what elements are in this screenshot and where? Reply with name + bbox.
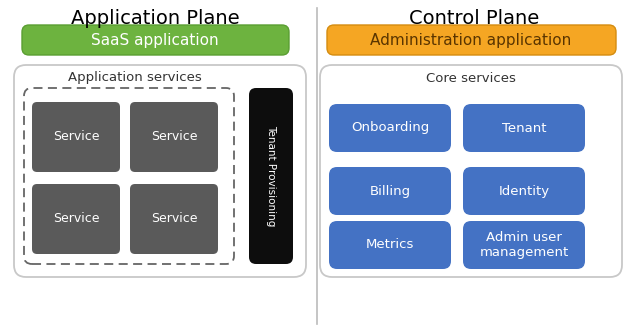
FancyBboxPatch shape <box>130 102 218 172</box>
Text: Administration application: Administration application <box>370 33 572 47</box>
Text: Service: Service <box>151 130 197 143</box>
Text: Core services: Core services <box>426 71 516 85</box>
Text: Identity: Identity <box>498 185 549 198</box>
FancyBboxPatch shape <box>32 184 120 254</box>
Text: Admin user
management: Admin user management <box>479 231 568 259</box>
Text: Application services: Application services <box>68 71 202 85</box>
FancyBboxPatch shape <box>329 221 451 269</box>
Text: Service: Service <box>151 212 197 225</box>
FancyBboxPatch shape <box>14 65 306 277</box>
FancyBboxPatch shape <box>329 167 451 215</box>
FancyBboxPatch shape <box>249 88 293 264</box>
Text: Control Plane: Control Plane <box>409 9 539 28</box>
FancyBboxPatch shape <box>463 104 585 152</box>
FancyBboxPatch shape <box>463 221 585 269</box>
Text: Billing: Billing <box>370 185 411 198</box>
Text: Application Plane: Application Plane <box>71 9 239 28</box>
Text: Tenant Provisioning: Tenant Provisioning <box>266 125 276 227</box>
Text: Metrics: Metrics <box>366 238 414 252</box>
FancyBboxPatch shape <box>22 25 289 55</box>
FancyBboxPatch shape <box>327 25 616 55</box>
Text: Tenant: Tenant <box>502 122 546 134</box>
Text: Service: Service <box>53 212 99 225</box>
FancyBboxPatch shape <box>329 104 451 152</box>
Text: SaaS application: SaaS application <box>91 33 219 47</box>
Text: Onboarding: Onboarding <box>351 122 429 134</box>
FancyBboxPatch shape <box>130 184 218 254</box>
FancyBboxPatch shape <box>463 167 585 215</box>
FancyBboxPatch shape <box>320 65 622 277</box>
FancyBboxPatch shape <box>32 102 120 172</box>
Text: Service: Service <box>53 130 99 143</box>
